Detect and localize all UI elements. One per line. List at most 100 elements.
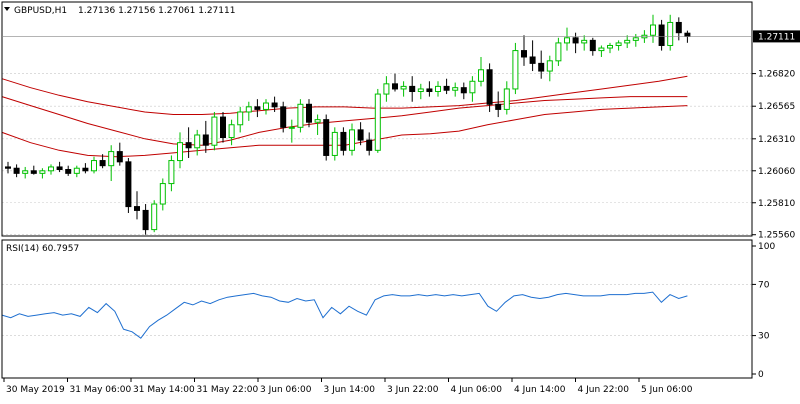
current-price-label: 1.27111 xyxy=(758,32,795,42)
price-header: GBPUSD,H1 1.27136 1.27156 1.27061 1.2711… xyxy=(4,6,235,16)
candle-body xyxy=(400,85,407,90)
rsi-axis: 100 70 30 0 xyxy=(752,242,775,380)
time-tick-label: 4 Jun 14:00 xyxy=(514,385,566,395)
time-axis: 30 May 2019 31 May 06:00 31 May 14:00 31 Ma… xyxy=(3,378,693,395)
moving-average-line xyxy=(1,75,688,115)
candles xyxy=(5,14,691,235)
time-tick-label: 3 Jun 14:00 xyxy=(324,385,376,395)
candle-body xyxy=(108,151,115,167)
candle-body xyxy=(91,160,97,172)
candle-body xyxy=(357,129,364,141)
candle-body xyxy=(667,21,674,46)
candle-body xyxy=(39,170,46,174)
candle-body xyxy=(340,131,347,151)
candle-body xyxy=(366,139,373,151)
candle-body xyxy=(426,88,433,93)
rsi-series-line xyxy=(1,291,688,339)
price-tick-label: 1.26310 xyxy=(758,135,795,145)
candle-body xyxy=(383,83,390,95)
candle-body xyxy=(237,111,244,126)
time-tick-label: 30 May 2019 xyxy=(6,385,65,395)
candle-body xyxy=(202,134,209,146)
candle-body xyxy=(254,106,261,110)
time-tick-label: 31 May 06:00 xyxy=(70,385,132,395)
candle-body xyxy=(650,24,656,36)
rsi-panel-frame xyxy=(1,239,753,379)
time-tick-label: 31 May 22:00 xyxy=(197,385,259,395)
rsi-header: RSI(14) 60.7957 xyxy=(6,244,79,254)
price-tick-label: 1.25810 xyxy=(758,199,795,209)
candle-body xyxy=(572,37,579,44)
candle-body xyxy=(564,37,570,44)
candle-body xyxy=(624,39,631,44)
price-tick-label: 1.26060 xyxy=(758,167,795,177)
candle-body xyxy=(435,85,441,93)
rsi-tick-label: 30 xyxy=(758,332,770,342)
candle-body xyxy=(538,62,545,72)
candle-body xyxy=(30,170,37,174)
candle-body xyxy=(546,60,553,72)
price-tick-label: 1.26820 xyxy=(758,70,795,80)
candle-body xyxy=(56,166,63,171)
rsi-tick-label: 100 xyxy=(758,242,775,252)
candle-body xyxy=(409,85,416,93)
candle-body xyxy=(280,106,287,128)
candle-body xyxy=(5,166,11,169)
candle-body xyxy=(555,42,562,62)
candle-body xyxy=(452,87,459,91)
ohlc-values: 1.27136 1.27156 1.27061 1.27111 xyxy=(78,6,235,16)
candle-body xyxy=(374,93,381,151)
candle-body xyxy=(220,116,226,139)
candle-body xyxy=(598,47,605,52)
candle-body xyxy=(65,169,72,174)
candle-body xyxy=(331,131,338,156)
candle-body xyxy=(82,167,89,172)
price-tick-label: 1.26565 xyxy=(758,102,795,112)
candle-body xyxy=(314,119,321,123)
candle-body xyxy=(116,151,123,163)
time-tick-label: 31 May 14:00 xyxy=(133,385,195,395)
candle-body xyxy=(529,56,536,64)
main-panel-frame xyxy=(1,1,753,237)
candle-body xyxy=(615,42,622,46)
candle-body xyxy=(245,106,252,113)
candle-body xyxy=(658,24,665,46)
candle-body xyxy=(125,161,132,208)
rsi-tick-label: 70 xyxy=(758,280,770,290)
candle-body xyxy=(323,119,330,156)
candle-body xyxy=(271,102,278,108)
rsi-line xyxy=(1,291,688,339)
panel-frames xyxy=(1,1,753,379)
candle-body xyxy=(306,103,312,123)
candle-body xyxy=(675,21,682,34)
candle-body xyxy=(22,170,29,174)
price-axis: 1.26820 1.26565 1.26310 1.26060 1.25810 1.255… xyxy=(2,36,795,241)
candle-body xyxy=(469,80,476,94)
candle-body xyxy=(581,39,588,44)
candle-body xyxy=(142,209,149,231)
candle-body xyxy=(228,124,235,139)
candle-body xyxy=(99,160,106,167)
candle-body xyxy=(392,83,398,90)
candle-body xyxy=(503,88,510,110)
candle-body xyxy=(48,166,54,172)
candle-body xyxy=(443,85,450,91)
dropdown-arrow-icon[interactable] xyxy=(4,7,10,11)
candle-body xyxy=(263,102,269,110)
candle-body xyxy=(478,69,484,82)
candle-body xyxy=(288,126,295,129)
candle-body xyxy=(632,37,639,41)
candle-body xyxy=(512,50,519,90)
candle-body xyxy=(159,183,166,205)
candle-body xyxy=(607,44,613,49)
candle-body xyxy=(521,50,527,58)
time-tick-label: 3 Jun 22:00 xyxy=(387,385,439,395)
current-price-box xyxy=(753,30,800,43)
candle-body xyxy=(211,116,218,146)
current-price-tag: 1.27111 xyxy=(753,30,800,43)
symbol-label: GBPUSD,H1 xyxy=(14,6,67,16)
candle-body xyxy=(194,134,201,149)
time-tick-label: 4 Jun 22:00 xyxy=(578,385,630,395)
